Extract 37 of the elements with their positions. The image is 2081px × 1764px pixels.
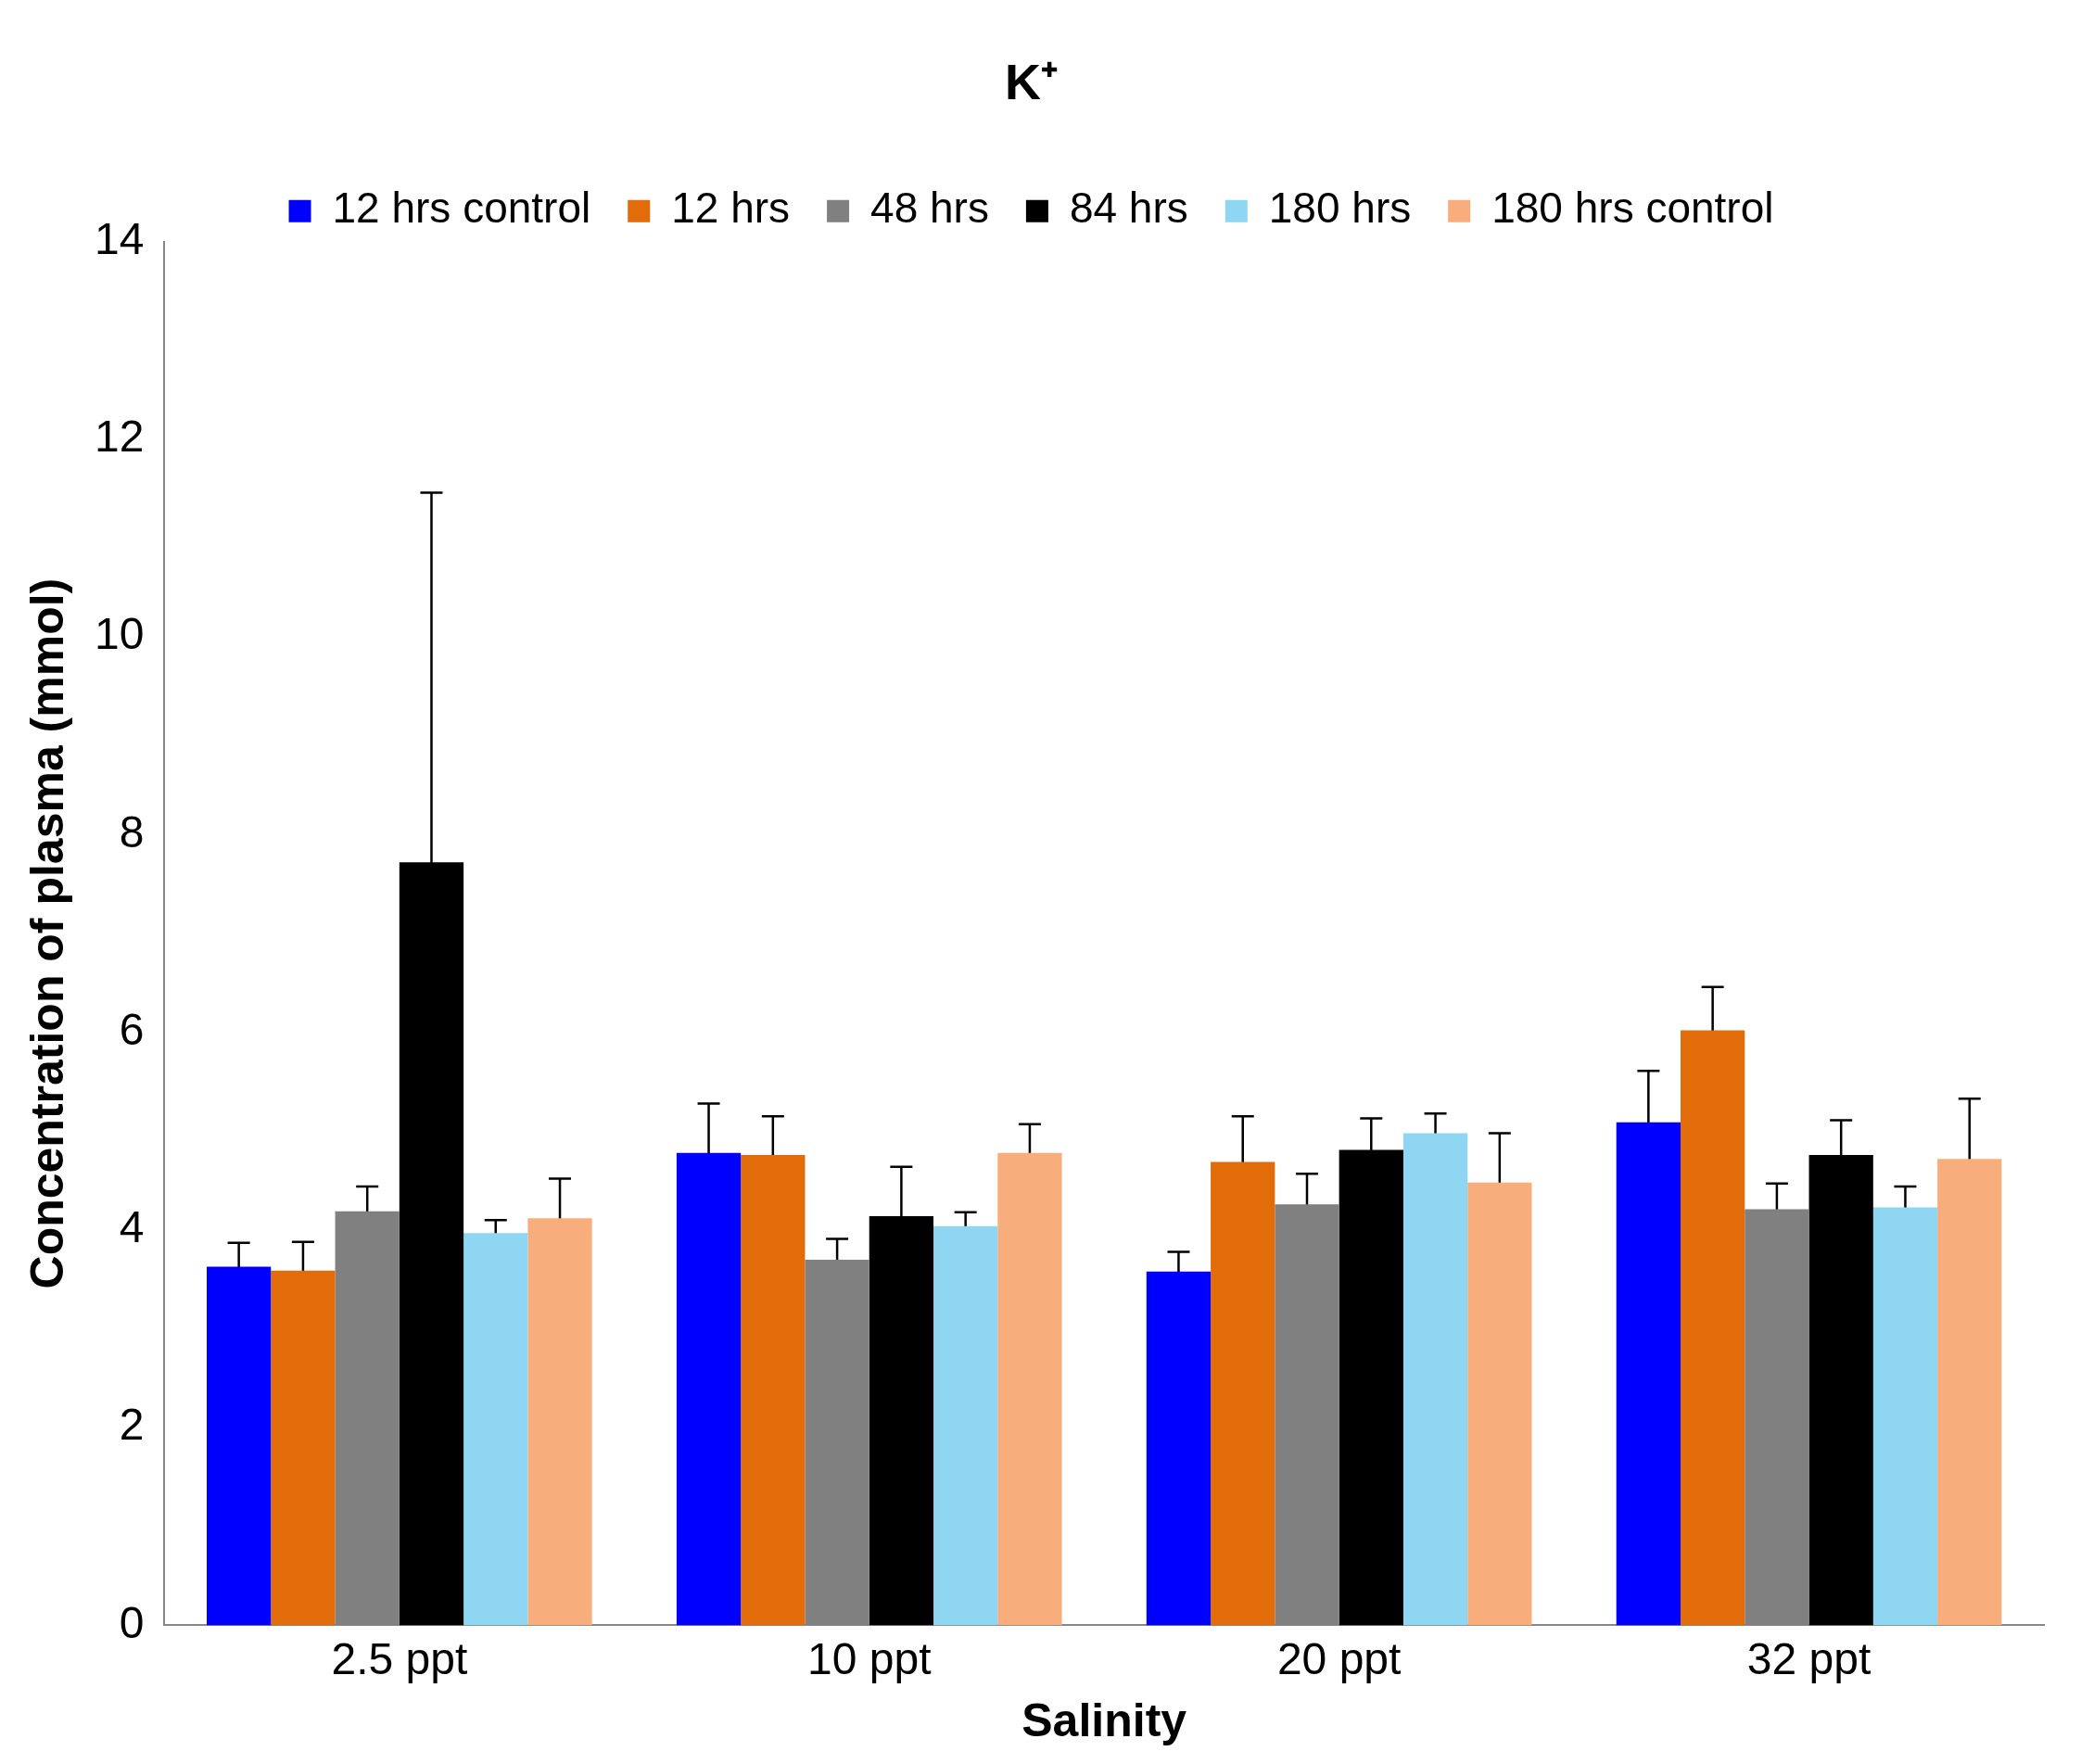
y-tick-label: 4 — [119, 1202, 145, 1252]
x-tick-label: 2.5 ppt — [331, 1634, 468, 1684]
legend-label: 180 hrs control — [1491, 184, 1774, 233]
bar — [997, 1152, 1062, 1626]
y-tick-label: 10 — [95, 609, 145, 659]
bar — [207, 1266, 272, 1626]
y-axis-title: Concentration of plasma (mmol) — [20, 577, 73, 1289]
y-tick-label: 0 — [119, 1597, 145, 1647]
legend-label: 180 hrs — [1268, 184, 1412, 233]
x-axis-title: Salinity — [1021, 1694, 1187, 1746]
bar — [1937, 1159, 2002, 1626]
legend-label: 12 hrs — [671, 184, 791, 233]
x-tick-label: 20 ppt — [1276, 1634, 1402, 1684]
bar — [1402, 1133, 1468, 1626]
bar — [1616, 1122, 1681, 1626]
y-tick-label: 12 — [95, 412, 145, 462]
y-tick-label: 6 — [119, 1004, 145, 1054]
x-tick-label: 32 ppt — [1746, 1634, 1872, 1684]
legend-label: 84 hrs — [1069, 184, 1188, 233]
x-tick-label: 10 ppt — [807, 1634, 932, 1684]
bar — [463, 1233, 528, 1626]
bar — [933, 1225, 998, 1626]
bar — [1681, 1030, 1745, 1626]
legend-label: 48 hrs — [870, 184, 989, 233]
y-tick-label: 14 — [95, 214, 145, 264]
y-tick-label: 8 — [119, 806, 145, 857]
bar — [1467, 1182, 1532, 1626]
bar — [1872, 1207, 1938, 1626]
y-tick-label: 2 — [119, 1400, 145, 1450]
bar — [1211, 1161, 1275, 1626]
chart-title: K⁺ — [1005, 54, 1058, 110]
bar — [271, 1270, 336, 1626]
bar — [741, 1154, 806, 1626]
bar — [1146, 1271, 1212, 1626]
bar — [527, 1218, 592, 1626]
bar — [676, 1152, 742, 1626]
legend-label: 12 hrs control — [332, 184, 591, 233]
